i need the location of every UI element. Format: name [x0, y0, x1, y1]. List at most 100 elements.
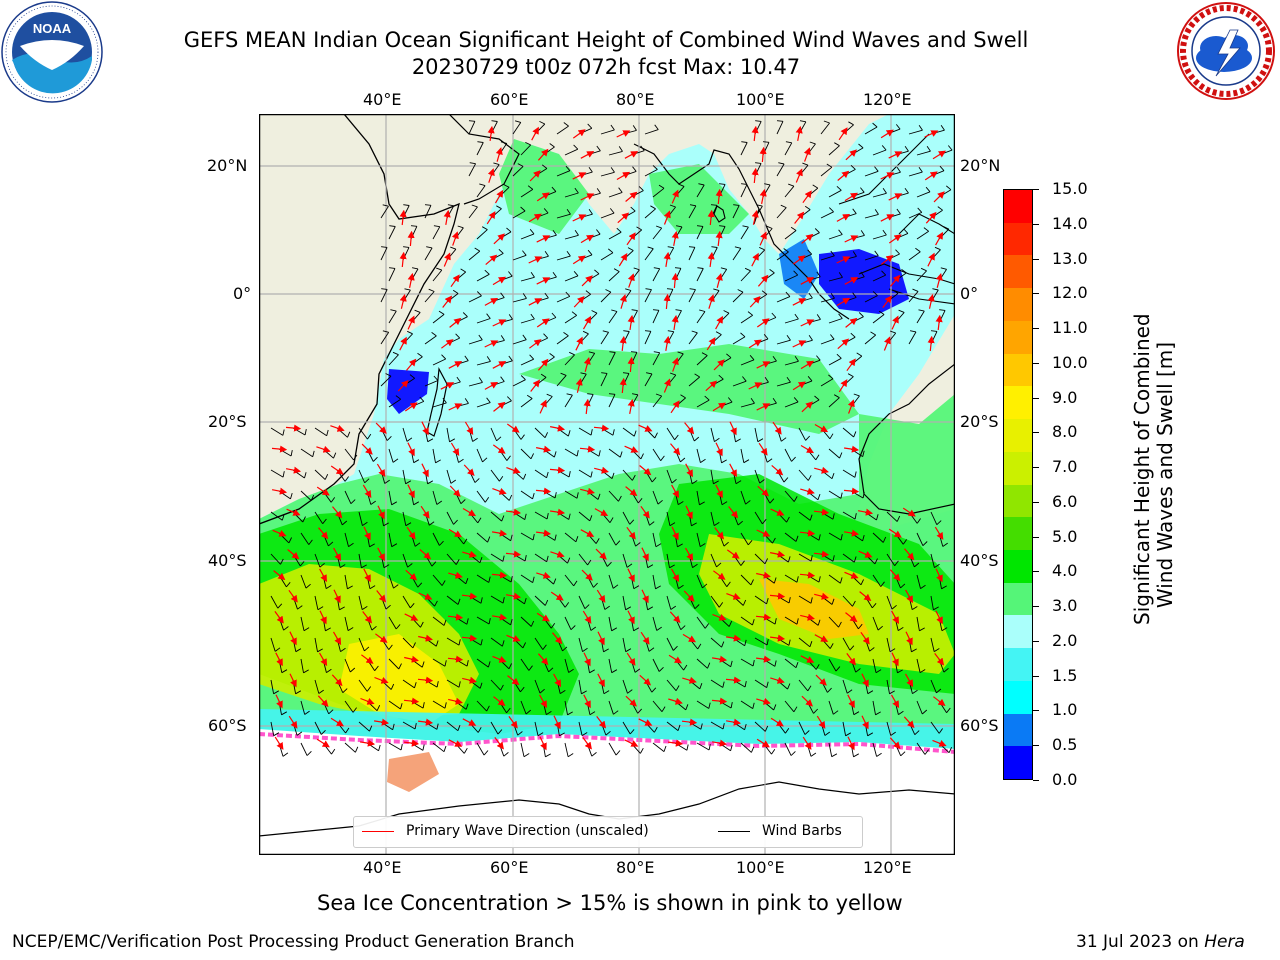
wind-barb-flag	[420, 621, 424, 628]
wind-barb-flag	[615, 750, 621, 756]
wind-barb	[644, 331, 652, 345]
wave-direction-arrow	[751, 252, 759, 267]
wind-barb-flag	[827, 687, 832, 693]
wave-direction-arrow	[904, 673, 914, 688]
wind-barb-flag	[544, 292, 549, 299]
wind-barb	[564, 700, 568, 715]
wind-barb-flag	[895, 124, 901, 130]
wave-direction-arrow	[484, 382, 499, 390]
wind-barb-flag	[407, 563, 413, 568]
wind-barb-flag	[486, 356, 491, 362]
colorbar-tick-label: 1.0	[1052, 700, 1078, 720]
wind-barb-flag	[546, 711, 552, 715]
wind-barb	[432, 314, 445, 324]
wind-barb-flag	[508, 663, 513, 669]
wind-barb-flag	[433, 375, 439, 381]
x-tick-bottom-60e: 60°E	[490, 858, 529, 877]
wave-direction-arrow	[508, 716, 518, 729]
wind-barb-flag	[915, 247, 921, 253]
wind-barb	[784, 230, 797, 240]
wind-barb-flag	[593, 582, 598, 588]
wind-barb-flag	[685, 704, 689, 711]
wind-barb-flag	[917, 207, 923, 213]
wave-direction-arrow	[363, 526, 371, 541]
wind-barb-flag	[595, 538, 600, 544]
wind-barb	[300, 742, 308, 756]
wind-barb	[380, 375, 392, 387]
wave-direction-arrow	[492, 276, 507, 286]
wind-barb-flag	[759, 246, 765, 251]
wind-barb	[432, 658, 446, 667]
wind-barb-flag	[796, 618, 799, 625]
wind-barb	[916, 616, 920, 631]
wave-direction-arrow	[844, 445, 860, 453]
wind-barb	[556, 213, 571, 219]
wind-barb	[358, 721, 370, 732]
wave-direction-arrow	[712, 402, 727, 412]
wind-barb-flag	[409, 374, 415, 379]
wind-barb	[578, 469, 592, 478]
wind-barb-flag	[670, 605, 677, 610]
wind-barb-flag	[477, 727, 482, 733]
wind-barb-flag	[680, 394, 686, 399]
wind-barb-flag	[816, 355, 821, 361]
wind-barb-flag	[587, 393, 594, 395]
wave-direction-arrow	[671, 357, 679, 372]
wind-barb-flag	[838, 313, 843, 319]
wind-barb	[828, 616, 839, 628]
wind-barb	[622, 553, 628, 568]
wind-barb	[652, 574, 656, 589]
wind-barb-flag	[675, 685, 680, 691]
wave-direction-arrow	[846, 653, 856, 666]
wave-direction-arrow	[847, 736, 855, 751]
wind-barb-flag	[581, 732, 588, 736]
wind-barb	[358, 595, 363, 610]
wind-barb	[270, 511, 283, 521]
colorbar-tick-mark	[1033, 710, 1039, 712]
wind-barb-flag	[903, 228, 909, 234]
wave-direction-arrow	[838, 127, 848, 141]
wind-barb-flag	[566, 209, 571, 215]
wind-barb	[476, 616, 490, 625]
wave-direction-arrow	[462, 550, 477, 558]
wave-direction-arrow	[795, 168, 803, 183]
wind-barb-flag	[544, 599, 549, 606]
wave-direction-arrow	[799, 529, 816, 537]
wind-barb-flag	[711, 246, 718, 248]
wind-barb-flag	[283, 626, 289, 631]
y-tick-right-0: 0°	[960, 284, 979, 303]
wave-direction-arrow	[813, 550, 830, 558]
wave-direction-arrow	[800, 360, 815, 370]
wave-direction-arrow	[536, 612, 550, 622]
wave-direction-arrow	[404, 739, 420, 747]
wind-barb-flag	[875, 669, 882, 674]
wind-barb-flag	[462, 312, 468, 318]
wind-barb-flag	[704, 395, 710, 401]
wind-barb-flag	[508, 314, 513, 320]
wave-direction-arrow	[640, 505, 650, 519]
wind-barb-flag	[918, 166, 923, 173]
wind-barb-flag	[443, 619, 447, 626]
wind-barb	[644, 208, 656, 219]
wind-barb-flag	[831, 598, 835, 605]
wind-barb-flag	[644, 330, 651, 332]
y-tick-right-60s: 60°S	[960, 716, 999, 735]
wind-barb	[564, 234, 579, 240]
wave-direction-arrow	[729, 463, 737, 478]
wave-direction-arrow	[861, 673, 869, 688]
wind-barb-flag	[718, 602, 724, 608]
wind-barb-flag	[896, 167, 901, 173]
wind-barb	[300, 658, 304, 673]
colorbar-cell	[1004, 713, 1032, 747]
wind-barb	[872, 234, 887, 240]
wind-barb	[512, 339, 527, 345]
wind-barb-flag	[500, 376, 505, 382]
wave-direction-arrow	[757, 274, 769, 287]
wind-barb-flag	[499, 475, 504, 482]
wind-barb-flag	[807, 249, 813, 255]
wind-barb-flag	[570, 625, 576, 631]
wave-direction-arrow	[492, 529, 508, 537]
wind-barb	[358, 637, 365, 652]
wind-barb-flag	[947, 145, 953, 151]
wind-barb-flag	[793, 270, 799, 276]
